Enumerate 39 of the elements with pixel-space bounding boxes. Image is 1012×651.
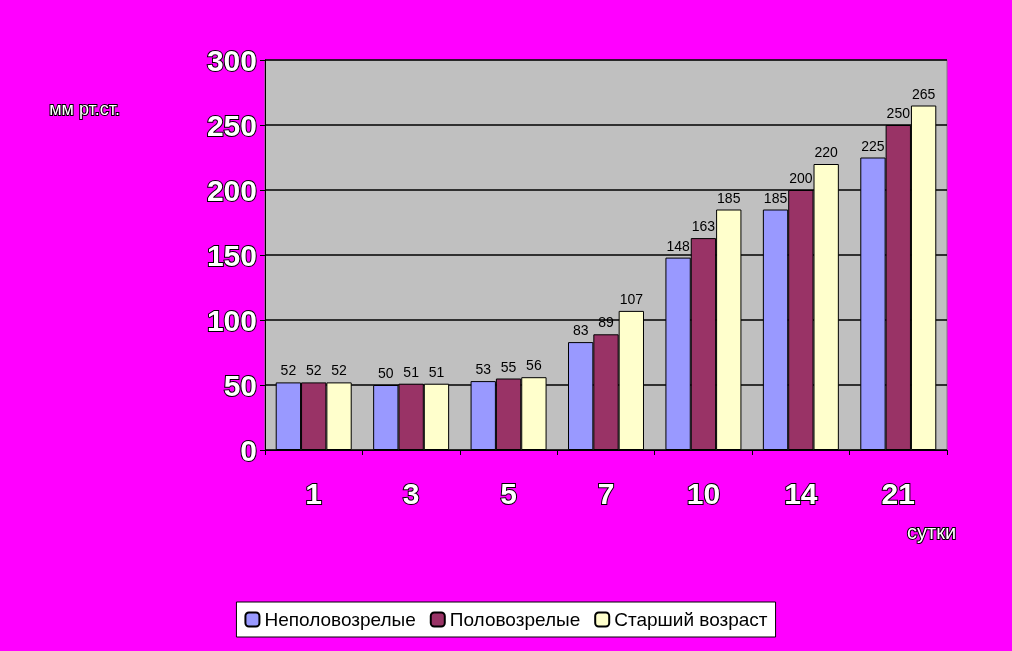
- data-label: 52: [305, 362, 322, 379]
- x-axis-title: сутки: [907, 521, 957, 543]
- data-label: 220: [814, 144, 839, 160]
- data-label: 56: [526, 357, 542, 374]
- data-label: 200: [789, 170, 813, 186]
- y-tick-label: 150: [206, 238, 257, 272]
- x-tick-label: 10: [686, 476, 721, 510]
- data-label: 185: [717, 189, 741, 206]
- data-label: 55: [500, 358, 517, 375]
- legend-label: Неполовозрелые: [264, 609, 416, 630]
- x-tick-label: 21: [881, 476, 915, 510]
- data-label: 185: [763, 189, 788, 206]
- data-label: 83: [572, 322, 589, 339]
- data-label: 250: [886, 105, 911, 121]
- legend-label: Старший возраст: [614, 609, 768, 630]
- x-tick-label: 3: [402, 476, 420, 510]
- y-tick-label: 50: [223, 368, 257, 402]
- x-tick-label: 7: [597, 476, 615, 510]
- data-label: 225: [861, 137, 885, 154]
- data-label: 265: [911, 85, 936, 102]
- x-tick-label: 1: [305, 476, 323, 510]
- data-label: 52: [280, 362, 297, 379]
- y-axis-title: мм рт.ст.: [49, 99, 120, 119]
- y-tick-label: 100: [206, 303, 257, 337]
- x-tick-label: 5: [500, 476, 517, 510]
- data-label: 52: [331, 362, 348, 379]
- data-label: 51: [428, 363, 445, 380]
- y-tick-label: 0: [240, 433, 257, 467]
- y-tick-label: 300: [206, 43, 257, 77]
- data-label: 163: [691, 218, 716, 235]
- data-label: 148: [666, 237, 690, 254]
- data-label: 107: [619, 290, 644, 307]
- data-label: 51: [403, 363, 420, 380]
- y-tick-label: 200: [206, 173, 257, 207]
- legend-label: Половозрелые: [449, 609, 581, 630]
- data-label: 50: [378, 365, 394, 381]
- x-tick-label: 14: [784, 476, 818, 510]
- y-tick-label: 250: [206, 108, 257, 142]
- data-label: 53: [475, 361, 492, 378]
